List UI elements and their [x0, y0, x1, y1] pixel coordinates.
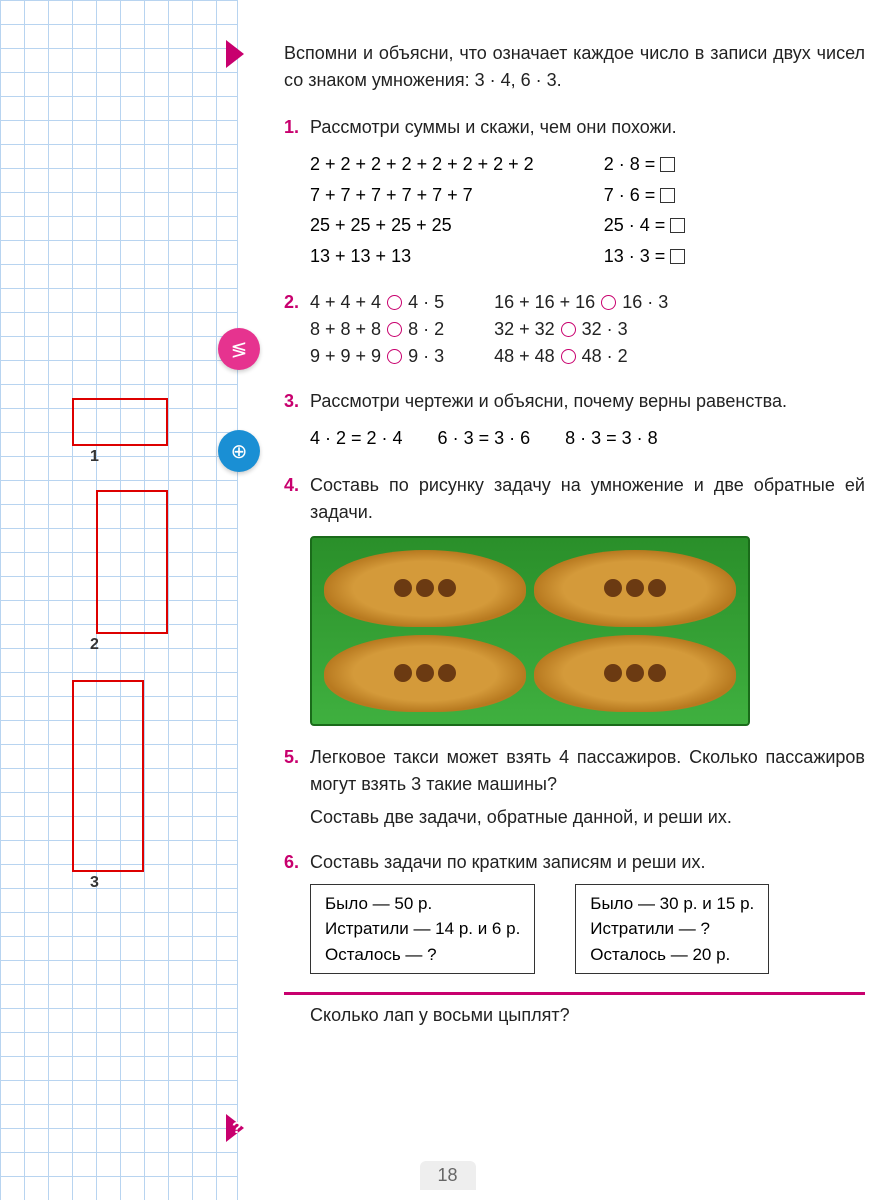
b1-l2: Осталось — ?	[325, 942, 520, 968]
t1-l3: 13 + 13 + 13	[310, 241, 534, 272]
task-6: 6. Составь задачи по кратким записям и р…	[284, 849, 865, 975]
divider	[284, 992, 865, 995]
task-5-text: Легковое такси может взять 4 пассажиров.…	[310, 744, 865, 798]
shape-3-label: 3	[90, 874, 99, 892]
t1-l0: 2 + 2 + 2 + 2 + 2 + 2 + 2 + 2	[310, 149, 534, 180]
task-2: 2. 4 + 4 + 44 · 5 8 + 8 + 88 · 2 9 + 9 +…	[284, 289, 865, 370]
b2-l2: Осталось — 20 р.	[590, 942, 754, 968]
task-1-left: 2 + 2 + 2 + 2 + 2 + 2 + 2 + 2 7 + 7 + 7 …	[310, 149, 534, 271]
shape-2-label: 2	[90, 636, 99, 654]
task-3-text: Рассмотри чертежи и объясни, почему верн…	[310, 388, 865, 415]
task-4-text: Составь по рисунку задачу на умножение и…	[310, 472, 865, 526]
task-3: 3. Рассмотри чертежи и объясни, почему в…	[284, 388, 865, 454]
task-1-right: 2 · 8 = 7 · 6 = 25 · 4 = 13 · 3 =	[604, 149, 686, 271]
task-6-box1: Было — 50 р. Истратили — 14 р. и 6 р. Ос…	[310, 884, 535, 975]
task-1: 1. Рассмотри суммы и скажи, чем они похо…	[284, 114, 865, 271]
b2-l1: Истратили — ?	[590, 916, 754, 942]
task-4-num: 4.	[284, 475, 310, 496]
t1-l1: 7 + 7 + 7 + 7 + 7 + 7	[310, 180, 534, 211]
t1-r2: 25 · 4 =	[604, 210, 686, 241]
t2-l1: 4 + 4 + 44 · 5	[310, 289, 444, 316]
t1-r1: 7 · 6 =	[604, 180, 686, 211]
page-number: 18	[419, 1161, 475, 1190]
task-1-num: 1.	[284, 117, 310, 138]
grid-margin: 1 2 3 ≶ ⊕	[0, 0, 238, 1200]
t2-r2: 32 + 3232 · 3	[494, 316, 668, 343]
t1-r3: 13 · 3 =	[604, 241, 686, 272]
t2-l2: 8 + 8 + 88 · 2	[310, 316, 444, 343]
shape-1-label: 1	[90, 448, 99, 466]
t2-l3: 9 + 9 + 99 · 3	[310, 343, 444, 370]
task-6-text: Составь задачи по кратким записям и реши…	[310, 849, 865, 876]
b1-l1: Истратили — 14 р. и 6 р.	[325, 916, 520, 942]
task-5: 5. Легковое такси может взять 4 пассажир…	[284, 744, 865, 831]
task-1-text: Рассмотри суммы и скажи, чем они похожи.	[310, 114, 865, 141]
b1-l0: Было — 50 р.	[325, 891, 520, 917]
b2-l0: Было — 30 р. и 15 р.	[590, 891, 754, 917]
t1-r0: 2 · 8 =	[604, 149, 686, 180]
footer-question: Сколько лап у восьми цыплят?	[310, 1005, 865, 1026]
task-6-num: 6.	[284, 852, 310, 873]
content-area: Вспомни и объясни, что означает каждое ч…	[238, 0, 895, 1200]
shape-3	[72, 680, 144, 872]
task-5-text2: Составь две задачи, обратные данной, и р…	[310, 804, 865, 831]
t1-l2: 25 + 25 + 25 + 25	[310, 210, 534, 241]
top-arrow	[226, 40, 244, 68]
task-5-num: 5.	[284, 747, 310, 768]
shape-2	[96, 490, 168, 634]
task-4: 4. Составь по рисунку задачу на умножени…	[284, 472, 865, 726]
intro-text: Вспомни и объясни, что означает каждое ч…	[284, 40, 865, 94]
shape-1	[72, 398, 168, 446]
task-3-num: 3.	[284, 391, 310, 412]
task-6-box2: Было — 30 р. и 15 р. Истратили — ? Остал…	[575, 884, 769, 975]
task-3-eq: 4 · 2 = 2 · 4 6 · 3 = 3 · 6 8 · 3 = 3 · …	[310, 423, 865, 454]
t2-r1: 16 + 16 + 1616 · 3	[494, 289, 668, 316]
question-icon: ?	[232, 1120, 242, 1138]
task-4-image	[310, 536, 750, 726]
t2-r3: 48 + 4848 · 2	[494, 343, 668, 370]
task-2-num: 2.	[284, 292, 310, 313]
